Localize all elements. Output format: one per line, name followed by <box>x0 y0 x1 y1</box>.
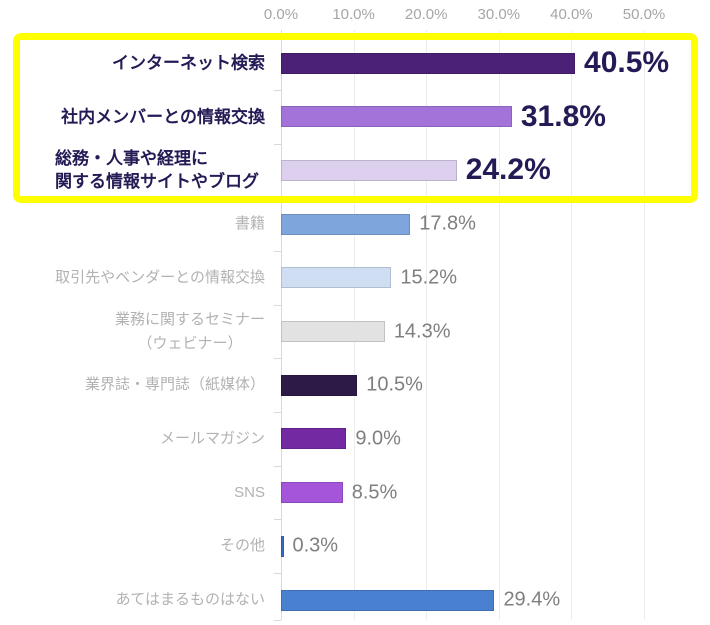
value-label: 24.2% <box>465 153 551 187</box>
category-label: メールマガジン <box>160 427 265 451</box>
axis-tick <box>274 358 281 359</box>
gridline <box>426 30 428 620</box>
axis-tick <box>274 305 281 306</box>
category-label: その他 <box>220 534 265 558</box>
category-label: SNS <box>234 481 265 505</box>
value-label: 14.3% <box>393 320 451 342</box>
value-label: 10.5% <box>366 373 423 396</box>
axis-tick <box>274 573 281 574</box>
category-label-line: 取引先やベンダーとの情報交換 <box>55 268 265 286</box>
category-label: 取引先やベンダーとの情報交換 <box>55 266 265 290</box>
category-label: 業界誌・専門誌（紙媒体） <box>85 373 265 397</box>
gridline <box>498 30 500 620</box>
bar <box>281 428 347 450</box>
value-label: 8.5% <box>351 481 398 504</box>
category-label-line: 業務に関するセミナー <box>114 310 265 328</box>
bar <box>281 52 576 74</box>
category-label: 総務・人事や経理に関する情報サイトやブログ <box>55 147 259 193</box>
axis-tick <box>274 90 281 91</box>
axis-tick <box>274 251 281 252</box>
bar <box>281 321 385 342</box>
axis-tick <box>274 412 281 413</box>
bar <box>281 159 457 181</box>
category-label: インターネット検索 <box>112 52 265 75</box>
category-label-line: メールマガジン <box>159 429 265 447</box>
category-label-line: その他 <box>219 537 265 555</box>
category-label-line: SNS <box>234 483 265 501</box>
value-label: 17.8% <box>419 212 476 235</box>
category-label-line: 社内メンバーとの情報交換 <box>61 107 265 127</box>
bar <box>281 106 512 128</box>
value-label: 0.3% <box>292 534 339 557</box>
category-label-line: インターネット検索 <box>112 53 265 73</box>
category-label-line: 書籍 <box>234 215 265 233</box>
axis-tick <box>274 197 281 198</box>
category-label: あてはまるものはない <box>116 588 265 612</box>
category-label-line: 関する情報サイトやブログ <box>55 172 259 192</box>
value-label: 29.4% <box>503 588 561 611</box>
axis-tick <box>274 36 281 37</box>
bar <box>281 482 343 504</box>
category-label-line: あてはまるものはない <box>115 591 265 608</box>
gridline <box>571 30 573 620</box>
category-label-line: 業界誌・専門誌（紙媒体） <box>84 376 265 394</box>
axis-tick <box>274 144 281 145</box>
category-label: 社内メンバーとの情報交換 <box>61 105 265 128</box>
x-axis-tick-label: 20.0% <box>404 6 448 23</box>
axis-tick <box>274 620 281 621</box>
category-label-line: （ウェビナー） <box>137 334 243 352</box>
bar <box>281 213 411 235</box>
value-label: 40.5% <box>584 46 670 79</box>
x-axis-tick-label: 50.0% <box>622 6 666 23</box>
bar <box>281 535 284 557</box>
axis-tick <box>274 466 281 467</box>
axis-tick <box>274 519 281 520</box>
x-axis-tick-label: 10.0% <box>332 6 375 23</box>
gridline <box>644 30 645 620</box>
category-label: 業務に関するセミナー （ウェビナー） <box>115 308 265 356</box>
x-axis-tick-label: 40.0% <box>550 6 593 23</box>
bar <box>281 374 358 396</box>
x-axis-tick-label: 30.0% <box>477 6 521 23</box>
value-label: 15.2% <box>400 266 458 289</box>
category-label: 書籍 <box>235 212 265 236</box>
bar <box>281 267 392 289</box>
x-axis-tick-label: 0.0% <box>263 6 299 23</box>
value-label: 31.8% <box>520 99 606 133</box>
bar <box>281 589 495 611</box>
value-label: 9.0% <box>355 427 401 450</box>
category-label-line: 総務・人事や経理に <box>55 149 208 169</box>
